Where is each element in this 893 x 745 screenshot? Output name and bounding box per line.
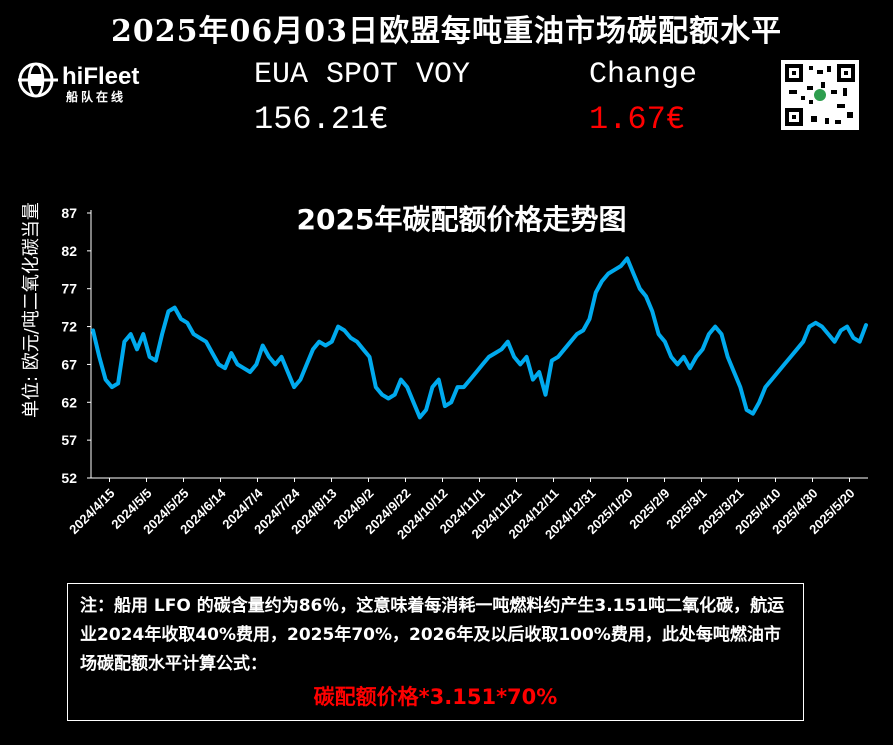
series-line — [91, 256, 868, 420]
eua-price: 156.21€ — [254, 101, 389, 138]
x-tick-label: 2024/4/15 — [66, 486, 118, 538]
y-tick-label: 77 — [61, 281, 77, 297]
qr-code-icon — [781, 60, 859, 130]
change-label: Change — [589, 58, 698, 92]
y-tick-label: 57 — [61, 432, 77, 448]
logo-text: hiFleet — [62, 63, 140, 90]
hifleet-logo — [16, 60, 176, 102]
line-chart: 52576267727782872024/4/152024/5/52024/5/… — [61, 205, 868, 542]
note-text: 注：船用 LFO 的碳含量约为86％，这意味着每消耗一吨燃料约产生3.151吨二… — [80, 596, 785, 674]
change-value: 1.67€ — [589, 101, 686, 138]
note-formula: 碳配额价格*3.151*70% — [313, 685, 558, 709]
y-tick-label: 82 — [61, 243, 77, 259]
chart-title: 2025年碳配额价格走势图 — [296, 203, 627, 236]
eua-label: EUA SPOT VOY — [254, 58, 471, 92]
globe-icon — [18, 62, 58, 98]
y-tick-label: 67 — [61, 356, 77, 372]
note-box: 注：船用 LFO 的碳含量约为86％，这意味着每消耗一吨燃料约产生3.151吨二… — [67, 583, 804, 721]
page-title: 2025年06月03日欧盟每吨重油市场碳配额水平 — [111, 14, 782, 49]
y-tick-label: 72 — [61, 319, 77, 335]
logo-subtitle: 船队在线 — [66, 90, 127, 104]
y-tick-label: 87 — [61, 205, 77, 221]
y-tick-label: 52 — [61, 470, 77, 486]
y-tick-label: 62 — [61, 394, 77, 410]
